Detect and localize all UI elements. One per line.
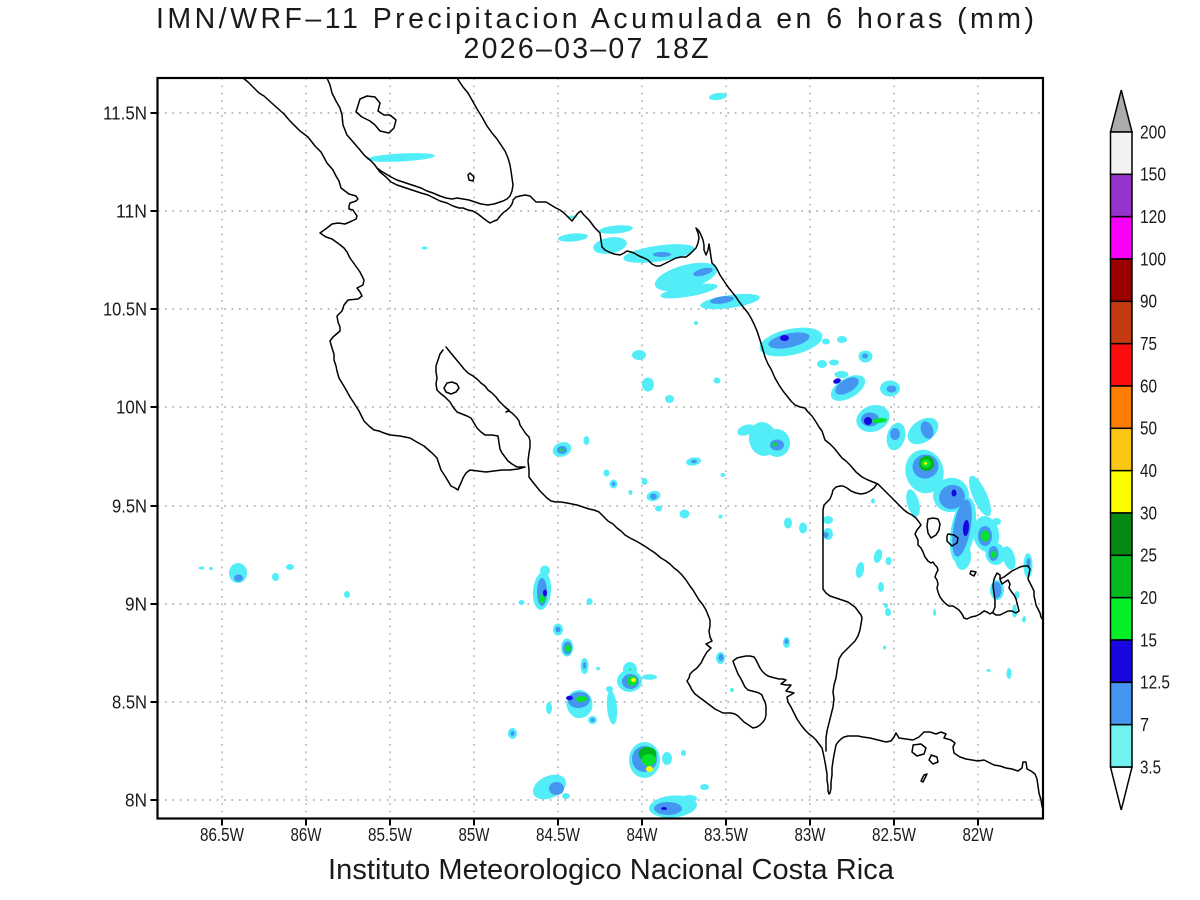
svg-text:85.5W: 85.5W [368,824,412,845]
svg-text:7: 7 [1140,714,1149,735]
svg-text:82W: 82W [963,824,994,845]
svg-text:100: 100 [1140,248,1166,269]
svg-text:9N: 9N [125,593,147,614]
svg-text:Instituto Meteorologico Nacion: Instituto Meteorologico Nacional Costa R… [328,854,895,886]
svg-text:83.5W: 83.5W [704,824,748,845]
svg-text:75: 75 [1140,333,1157,354]
svg-text:86.5W: 86.5W [200,824,244,845]
svg-text:60: 60 [1140,375,1157,396]
svg-text:9.5N: 9.5N [112,495,147,516]
svg-text:83W: 83W [795,824,826,845]
svg-text:150: 150 [1140,164,1166,185]
svg-text:11N: 11N [116,200,147,221]
svg-text:11.5N: 11.5N [103,102,147,123]
svg-text:30: 30 [1140,502,1157,523]
svg-text:90: 90 [1140,291,1157,312]
svg-text:82.5W: 82.5W [872,824,916,845]
svg-text:40: 40 [1140,460,1157,481]
svg-text:10N: 10N [116,396,147,417]
svg-text:85W: 85W [459,824,490,845]
svg-text:86W: 86W [291,824,322,845]
svg-text:25: 25 [1140,545,1157,566]
svg-text:3.5: 3.5 [1140,756,1161,777]
svg-text:8.5N: 8.5N [112,691,147,712]
svg-text:20: 20 [1140,587,1157,608]
svg-text:10.5N: 10.5N [103,298,147,319]
svg-text:12.5: 12.5 [1140,672,1170,693]
svg-text:IMN/WRF–11 Precipitacion Acumu: IMN/WRF–11 Precipitacion Acumulada en 6 … [156,3,1034,35]
svg-text:2026–03–07 18Z: 2026–03–07 18Z [464,33,709,65]
svg-text:120: 120 [1140,206,1166,227]
svg-text:84.5W: 84.5W [536,824,580,845]
svg-text:8N: 8N [125,789,147,810]
svg-text:15: 15 [1140,629,1157,650]
svg-text:50: 50 [1140,418,1157,439]
svg-text:200: 200 [1140,121,1166,142]
svg-text:84W: 84W [627,824,658,845]
